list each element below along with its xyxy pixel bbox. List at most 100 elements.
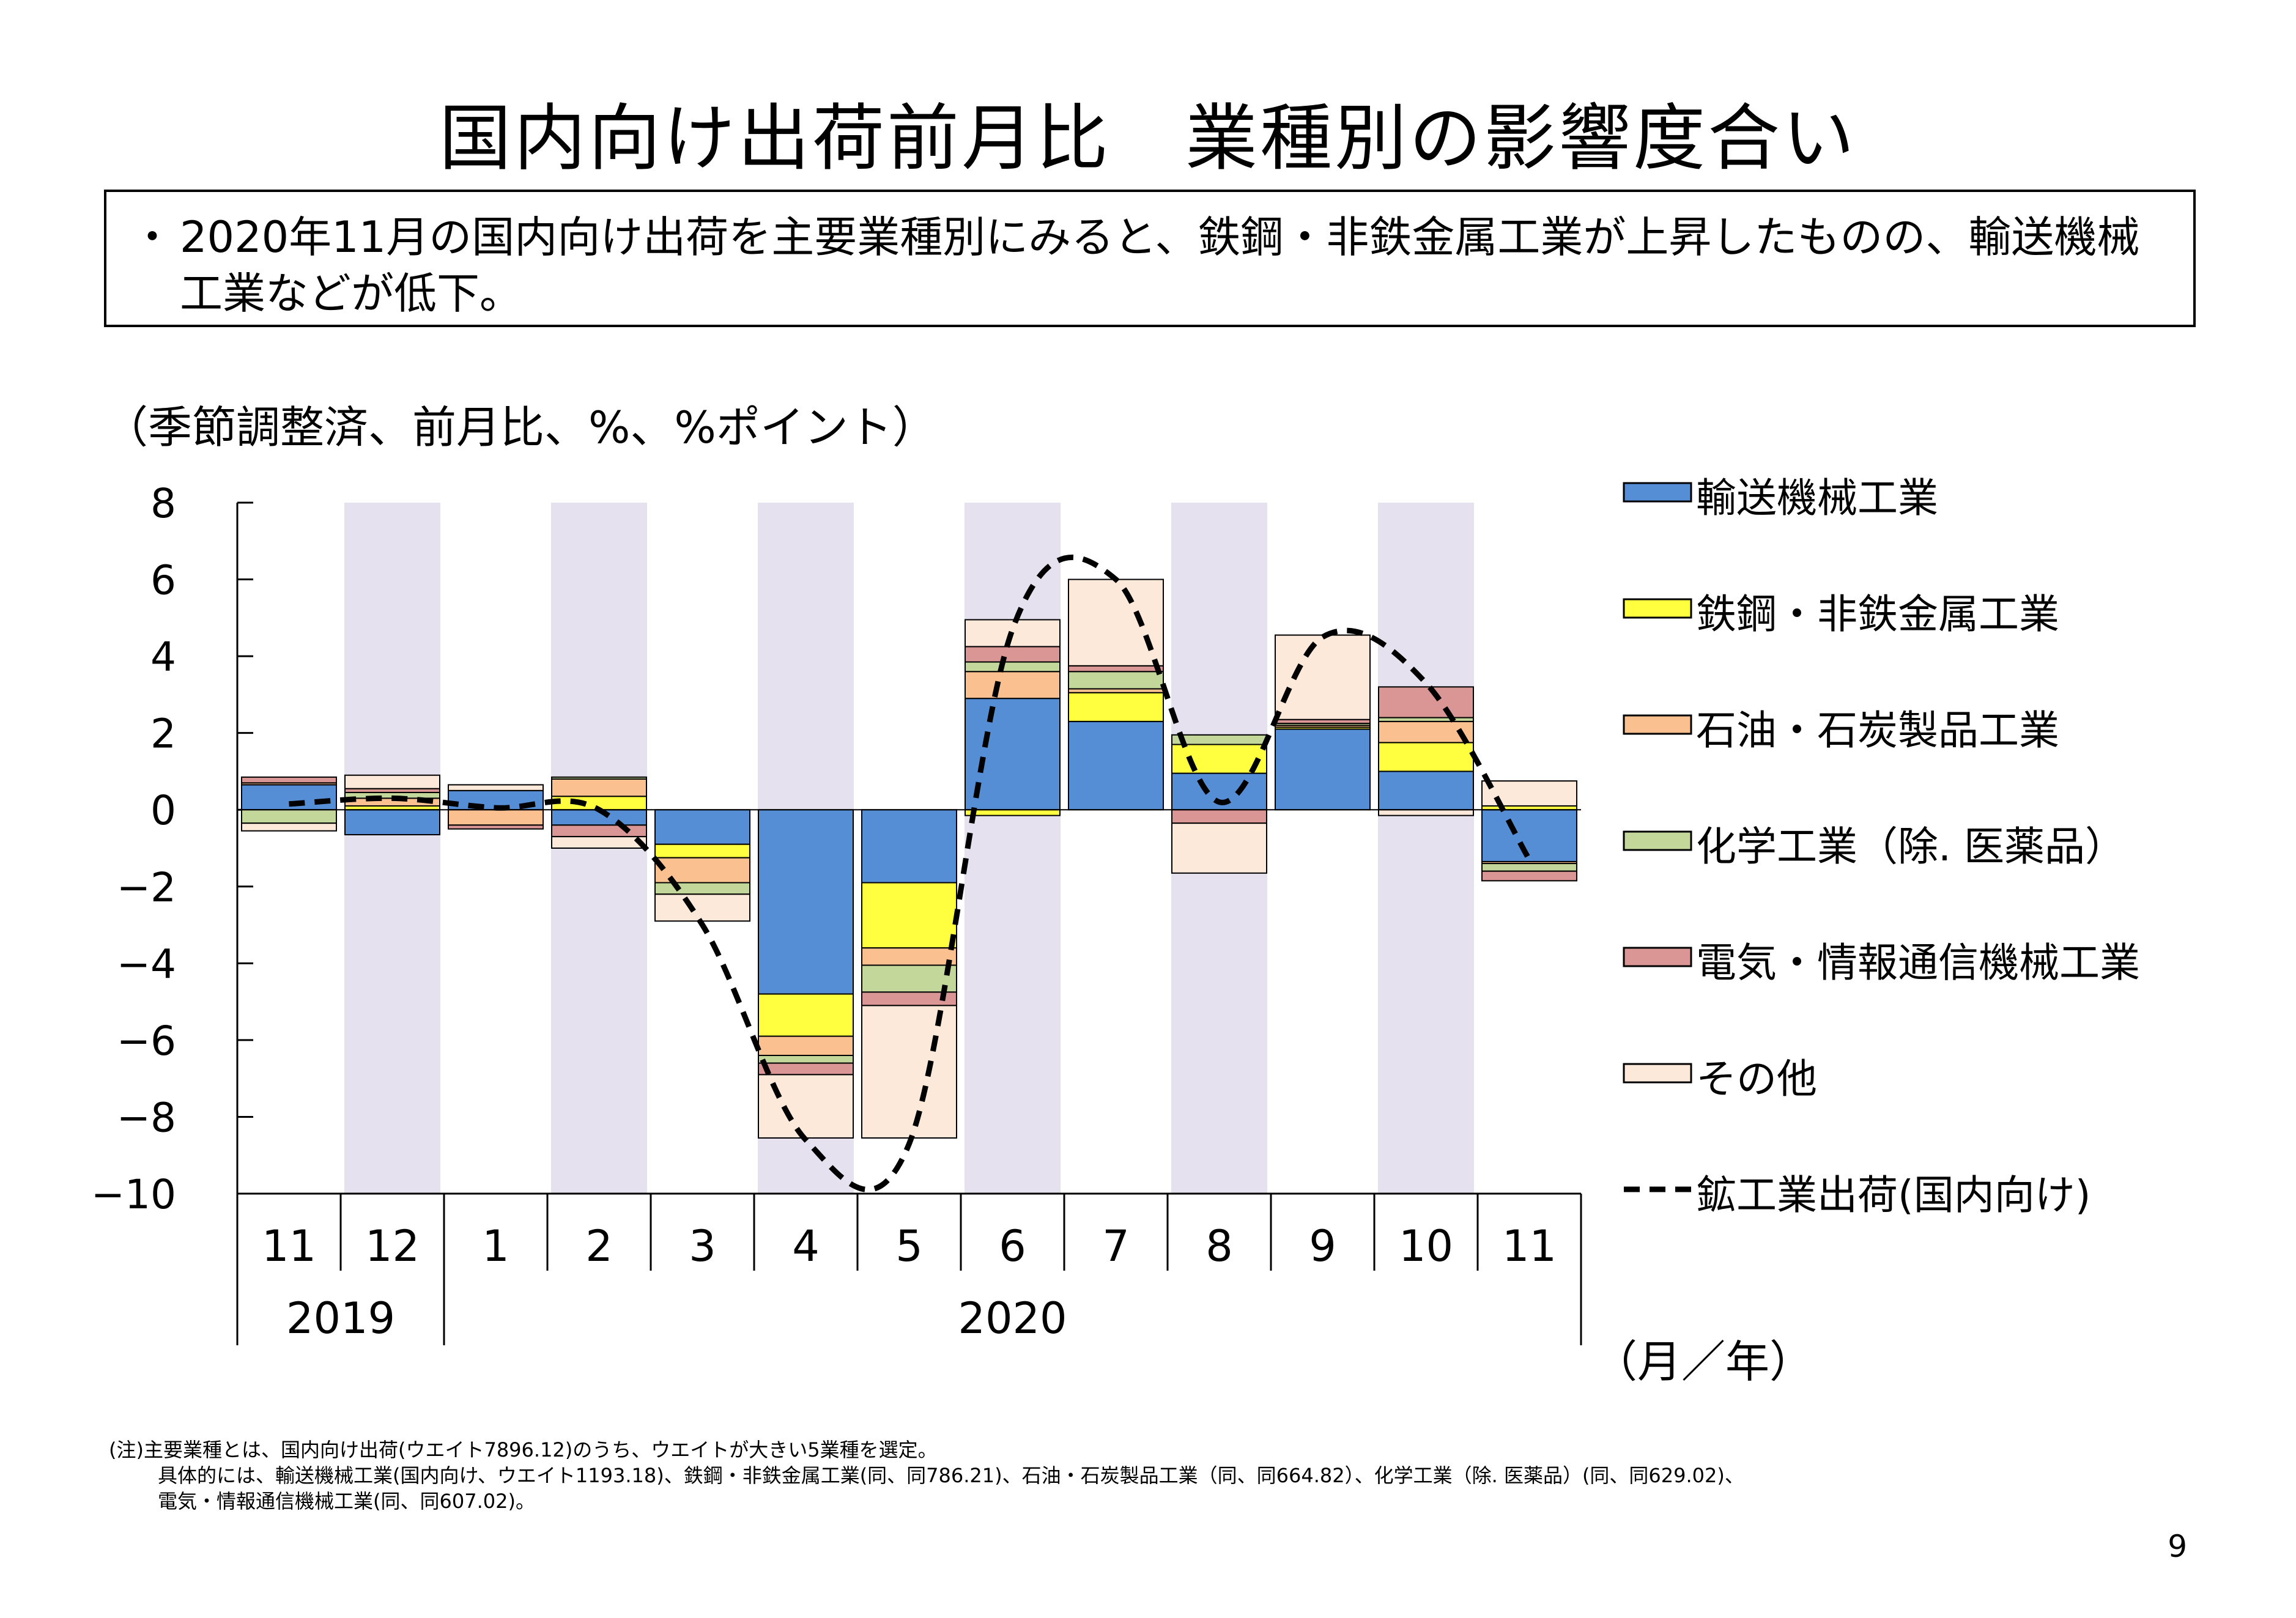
- year-label: 2020: [958, 1293, 1067, 1343]
- bar-segment: [448, 824, 544, 830]
- bar-segment: [1171, 822, 1267, 874]
- bar-segment: [344, 809, 440, 836]
- y-tick-label: 4: [150, 634, 176, 681]
- legend-swatch: [1623, 598, 1692, 619]
- x-tick-label: 5: [895, 1221, 923, 1271]
- bar-segment: [654, 809, 750, 845]
- x-tick-label: 7: [1102, 1221, 1130, 1271]
- bar-segment: [551, 824, 647, 838]
- footnote-line-3: 電気・情報通信機械工業(同、同607.02)。: [158, 1490, 535, 1513]
- footnote-line-1: (注)主要業種とは、国内向け出荷(ウエイト7896.12)のうち、ウエイトが大き…: [109, 1438, 938, 1461]
- y-tick-label: −2: [117, 864, 176, 911]
- bar-segment: [861, 882, 957, 949]
- legend-swatch: [1623, 1063, 1692, 1084]
- legend-swatch: [1623, 830, 1692, 851]
- bar-segment: [1378, 742, 1474, 772]
- x-tick-label: 11: [1502, 1221, 1557, 1271]
- bar-segment: [1275, 634, 1371, 720]
- legend-label: その他: [1696, 1055, 1817, 1103]
- x-tick-label: 8: [1205, 1221, 1233, 1271]
- x-tick-label: 6: [999, 1221, 1026, 1271]
- bar-segment: [861, 809, 957, 884]
- page-number: 9: [2168, 1529, 2187, 1564]
- x-tick-label: 3: [689, 1221, 716, 1271]
- legend-swatch: [1623, 947, 1692, 967]
- x-tick-label: 4: [792, 1221, 820, 1271]
- legend-label: 鉄鋼・非鉄金属工業: [1696, 591, 2059, 638]
- legend-label: 輸送機械工業: [1696, 475, 1938, 522]
- y-tick-label: −8: [117, 1094, 176, 1141]
- legend-label: 化学工業（除. 医薬品）: [1696, 823, 2125, 870]
- bar-segment: [241, 822, 337, 832]
- legend-label: 電気・情報通信機械工業: [1696, 939, 2140, 986]
- bar-segment: [965, 698, 1061, 811]
- bar-segment: [1068, 665, 1164, 673]
- y-tick-label: −6: [117, 1018, 176, 1065]
- bar-segment: [1378, 809, 1474, 816]
- bar-segment: [1378, 770, 1474, 811]
- bar-segment: [551, 778, 647, 797]
- bar-segment: [965, 646, 1061, 663]
- line-series-domestic-shipments: [289, 555, 1532, 1192]
- x-tick-label: 12: [365, 1221, 420, 1271]
- x-unit-label: （月／年）: [1593, 1336, 1813, 1387]
- bar-segment: [965, 661, 1061, 673]
- bar-segment: [861, 1005, 957, 1139]
- bar-segment: [861, 964, 957, 993]
- bar-segment: [344, 774, 440, 789]
- summary-text: 2020年11月の国内向け出荷を主要業種別にみると、鉄鋼・非鉄金属工業が上昇した…: [180, 212, 2140, 319]
- bar-segment: [551, 836, 647, 849]
- bar-segment: [965, 809, 1061, 816]
- x-tick-label: 2: [585, 1221, 613, 1271]
- bar-segment: [241, 776, 337, 784]
- page-title: 国内向け出荷前月比 業種別の影響度合い: [439, 96, 1857, 180]
- y-tick-label: 2: [150, 711, 176, 758]
- units-note: （季節調整済、前月比、%、%ポイント）: [104, 402, 936, 453]
- bar-segment: [1481, 863, 1577, 872]
- bar-segment: [1068, 720, 1164, 811]
- bar-segment: [1068, 578, 1164, 667]
- y-tick-label: −10: [91, 1171, 176, 1218]
- bar-segment: [1275, 728, 1371, 811]
- shade-band: [965, 503, 1061, 1194]
- footnote: (注)主要業種とは、国内向け出荷(ウエイト7896.12)のうち、ウエイトが大き…: [109, 1437, 1744, 1514]
- shade-band: [344, 503, 440, 1194]
- bar-segment: [758, 809, 854, 995]
- bar-segment: [1171, 809, 1267, 824]
- summary-box: ・ 2020年11月の国内向け出荷を主要業種別にみると、鉄鋼・非鉄金属工業が上昇…: [104, 190, 2196, 327]
- legend-label: 鉱工業出荷(国内向け): [1696, 1172, 2091, 1219]
- x-tick-label: 10: [1399, 1221, 1453, 1271]
- bar-segment: [448, 784, 544, 791]
- legend-label: 石油・石炭製品工業: [1696, 707, 2059, 754]
- bar-segment: [758, 1062, 854, 1076]
- shade-band: [1378, 503, 1474, 1194]
- bar-segment: [1068, 671, 1164, 690]
- bar-segment: [1481, 809, 1577, 862]
- y-tick-label: −4: [117, 940, 176, 988]
- bar-segment: [758, 1055, 854, 1064]
- bar-segment: [654, 843, 750, 859]
- bar-segment: [1378, 686, 1474, 718]
- y-tick-label: 6: [150, 557, 176, 604]
- bar-segment: [1481, 870, 1577, 882]
- bar-segment: [758, 993, 854, 1037]
- legend-swatch: [1623, 714, 1692, 735]
- bar-segment: [861, 947, 957, 966]
- bar-segment: [241, 809, 337, 824]
- legend-swatch: [1623, 482, 1692, 503]
- bar-segment: [654, 893, 750, 922]
- x-tick-label: 1: [482, 1221, 509, 1271]
- bar-segment: [448, 809, 544, 826]
- y-tick-label: 8: [150, 480, 176, 527]
- summary-bullet: ・: [131, 212, 174, 262]
- x-tick-label: 11: [262, 1221, 316, 1271]
- x-tick-label: 9: [1309, 1221, 1336, 1271]
- bar-segment: [1068, 692, 1164, 722]
- year-label: 2019: [286, 1293, 395, 1343]
- y-tick-label: 0: [150, 787, 176, 834]
- bar-segment: [241, 784, 337, 811]
- footnote-line-2: 具体的には、輸送機械工業(国内向け、ウエイト1193.18)、鉄鋼・非鉄金属工業…: [158, 1464, 1744, 1487]
- bar-segment: [758, 1035, 854, 1056]
- bar-segment: [551, 776, 647, 780]
